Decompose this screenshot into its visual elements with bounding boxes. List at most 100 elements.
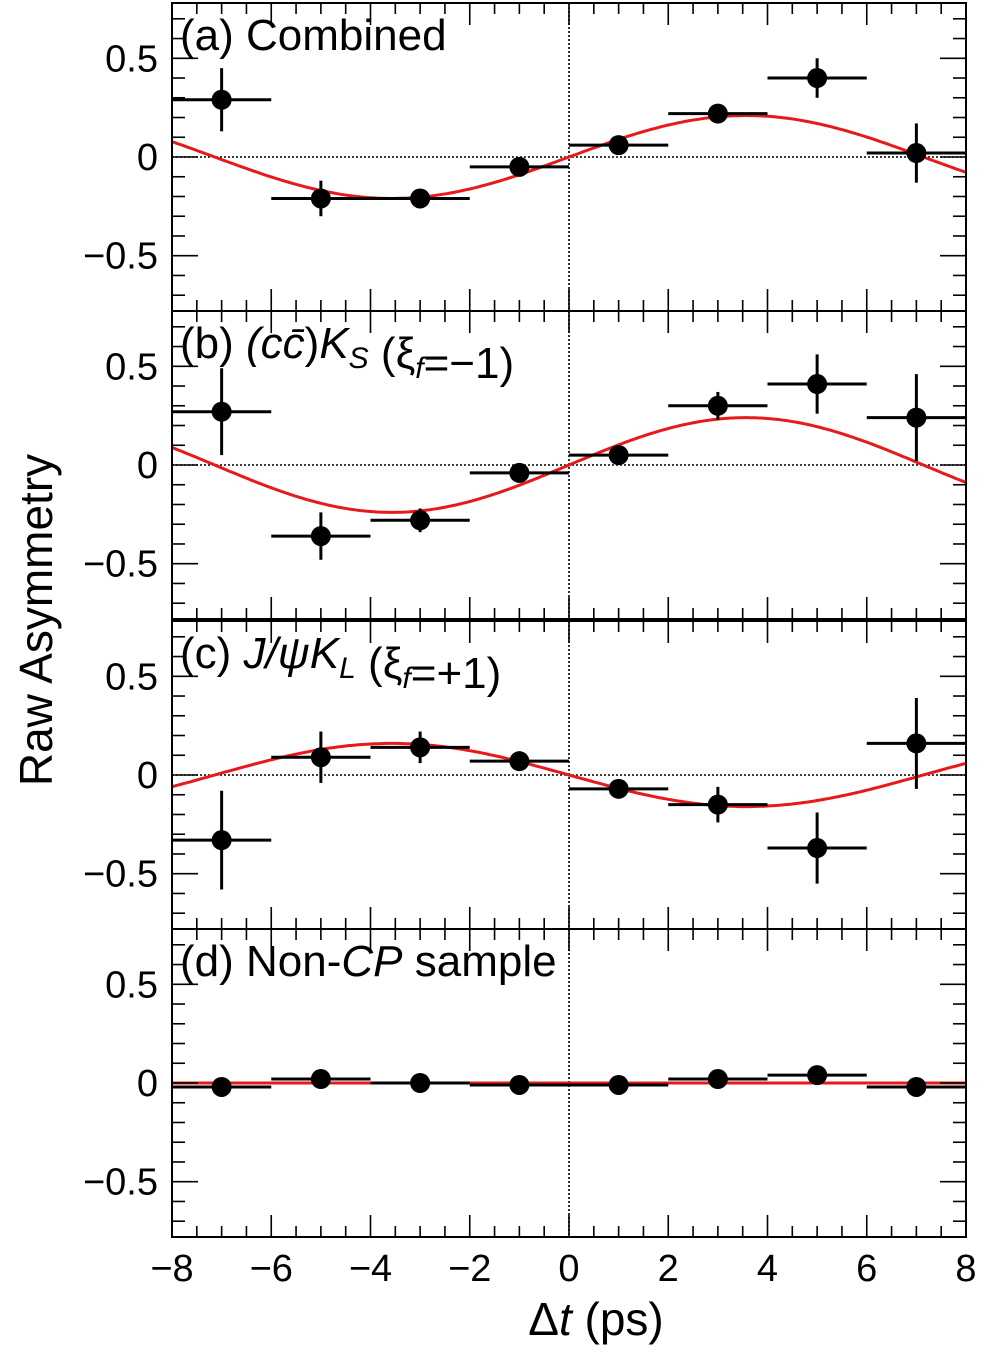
- y-tick-label: −0.5: [83, 1162, 158, 1204]
- data-marker: [410, 510, 431, 531]
- data-marker: [807, 374, 828, 395]
- data-point: [767, 812, 867, 884]
- x-axis-variable: t: [559, 1293, 574, 1345]
- y-tick-label: −0.5: [83, 236, 158, 278]
- data-marker: [906, 1076, 927, 1097]
- panel-title-part: =+1): [411, 649, 502, 698]
- panel-label: (a): [180, 11, 246, 60]
- panel-title-part: (ξ: [369, 329, 416, 378]
- data-marker: [608, 445, 629, 466]
- data-marker: [707, 794, 728, 815]
- x-tick-label: 2: [658, 1248, 679, 1290]
- data-point: [668, 1069, 768, 1090]
- data-point: [569, 778, 669, 799]
- panel-c: 0.5 0 −0.5 (c) J/ψKL (ξf=+1): [83, 620, 967, 930]
- data-point: [172, 68, 272, 132]
- data-marker: [807, 1065, 828, 1086]
- data-marker: [509, 1074, 530, 1095]
- panel-title-part: f: [402, 662, 413, 695]
- data-marker: [707, 103, 728, 124]
- panel-label: (d): [180, 937, 246, 986]
- y-tick-label: 0.5: [105, 656, 158, 698]
- data-marker: [509, 751, 530, 772]
- x-axis-unit: (ps): [572, 1293, 664, 1345]
- x-tick-label: −4: [349, 1248, 392, 1290]
- data-point: [271, 512, 371, 560]
- x-tick-label: 8: [955, 1248, 976, 1290]
- data-point: [370, 1073, 470, 1093]
- data-marker: [410, 188, 431, 209]
- data-point: [469, 156, 569, 177]
- y-tick-label: 0.5: [105, 38, 158, 80]
- data-point: [172, 790, 272, 890]
- data-marker: [807, 68, 828, 89]
- panel-b: 0.5 0 −0.5 (b) (cc̄)KS (ξf=−1): [83, 310, 967, 620]
- fit-curve: [171, 114, 967, 200]
- data-point: [668, 786, 768, 823]
- data-point: [569, 1074, 669, 1095]
- y-tick-label: 0.5: [105, 346, 158, 388]
- panel-title-part: ): [305, 319, 320, 368]
- data-point: [668, 391, 768, 420]
- panel-title-part: CP: [341, 937, 403, 986]
- data-marker: [410, 737, 431, 758]
- data-point: [271, 180, 371, 217]
- panel-title-part: f: [415, 352, 426, 385]
- panel-title-part: sample: [403, 937, 557, 986]
- data-point: [866, 123, 966, 183]
- data-point: [370, 508, 470, 533]
- data-point: [866, 374, 966, 462]
- panel-title: (c) J/ψKL (ξf=+1): [180, 629, 501, 698]
- panel-title-part: J/ψ: [243, 629, 310, 678]
- panel-title-part: Non-: [246, 937, 341, 986]
- data-marker: [807, 838, 828, 859]
- x-tick-label: −8: [150, 1248, 193, 1290]
- data-point: [469, 462, 569, 483]
- panel-d: 0.5 0 −0.5 −8 −6 −4 −2 0 2 4 6 8 (d) Non-CP sample: [83, 928, 977, 1290]
- data-marker: [310, 1069, 331, 1090]
- fit-curve: [171, 416, 967, 514]
- x-tick-label: 0: [558, 1248, 579, 1290]
- x-axis-delta: Δ: [528, 1293, 559, 1345]
- panel-title-part: K: [319, 319, 350, 368]
- data-marker: [906, 407, 927, 428]
- data-marker: [707, 1069, 728, 1090]
- data-point: [469, 751, 569, 772]
- data-marker: [509, 156, 530, 177]
- data-point: [271, 731, 371, 783]
- y-axis-title: Raw Asymmetry: [10, 454, 62, 786]
- x-tick-label: −6: [250, 1248, 293, 1290]
- panel-title-part: (ξ: [356, 639, 403, 688]
- y-tick-label: −0.5: [83, 544, 158, 586]
- data-point: [569, 445, 669, 466]
- data-point: [370, 188, 470, 209]
- panel-title-part: c̄: [283, 319, 305, 368]
- x-tick-label: −2: [448, 1248, 491, 1290]
- panel-title: (d) Non-CP sample: [180, 937, 557, 986]
- panel-title-part: Combined: [246, 11, 447, 60]
- panel-title-part: S: [349, 342, 369, 375]
- data-point: [469, 1074, 569, 1095]
- y-tick-label: 0: [137, 1063, 158, 1105]
- x-tick-label: 4: [757, 1248, 778, 1290]
- data-point: [370, 731, 470, 764]
- panel-title-part: L: [339, 652, 356, 685]
- data-point: [271, 1069, 371, 1090]
- panel-label: (b): [180, 319, 246, 368]
- data-marker: [509, 462, 530, 483]
- data-marker: [608, 778, 629, 799]
- data-point: [767, 354, 867, 414]
- panel-a: 0.5 0 −0.5 (a) Combined: [83, 2, 967, 312]
- data-marker: [211, 89, 232, 110]
- panel-title-part: =−1): [424, 339, 515, 388]
- data-marker: [410, 1073, 431, 1093]
- data-marker: [310, 188, 331, 209]
- data-marker: [310, 526, 331, 547]
- data-point: [172, 1076, 272, 1097]
- y-tick-label: 0.5: [105, 964, 158, 1006]
- panel-title-part: (c: [246, 319, 283, 368]
- y-tick-label: −0.5: [83, 854, 158, 896]
- fit-curve: [171, 741, 967, 809]
- x-axis-title: Δt (ps): [528, 1293, 664, 1345]
- data-point: [767, 1065, 867, 1086]
